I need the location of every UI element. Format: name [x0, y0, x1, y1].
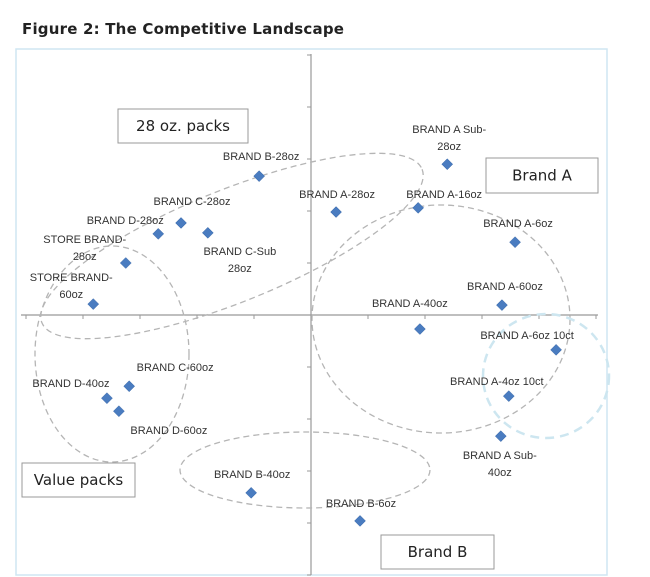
data-point-label: BRAND D-40oz — [32, 378, 109, 390]
data-point-marker — [550, 343, 562, 356]
data-point-label: BRAND A-28oz — [299, 189, 375, 201]
group-ellipse-10ct — [481, 312, 611, 440]
data-point-label: STORE BRAND- 28oz — [43, 234, 126, 263]
data-point-label-line: 28oz — [437, 141, 461, 153]
data-point-marker — [330, 206, 342, 218]
data-point-label: BRAND B-28oz — [223, 151, 299, 163]
data-point-label: BRAND A-4oz 10ct — [450, 376, 544, 388]
annotation-brand-a-box — [485, 157, 599, 194]
data-point-label-line: BRAND D-28oz — [87, 215, 164, 227]
data-point-label: STORE BRAND- 60oz — [30, 272, 113, 301]
data-point-marker — [502, 390, 515, 402]
annotation-28oz-packs-box — [117, 108, 249, 144]
data-point-label-line: BRAND A Sub- — [463, 450, 537, 462]
data-point-marker — [509, 236, 521, 249]
annotation-value-packs-label: Value packs — [34, 471, 124, 489]
data-point-label: BRAND A-16oz — [406, 189, 482, 201]
data-point-label-line: BRAND D-60oz — [130, 425, 207, 437]
data-point-label: BRAND C-Sub 28oz — [203, 246, 276, 275]
annotation-28oz-packs-label: 28 oz. packs — [136, 117, 230, 135]
data-point-marker — [496, 299, 508, 311]
group-ellipse-28oz-packs — [40, 152, 424, 340]
data-point-label: BRAND C-28oz — [154, 196, 231, 208]
data-point-marker — [494, 430, 507, 443]
data-point-label: BRAND A Sub- 40oz — [463, 450, 537, 479]
data-point-marker — [253, 170, 265, 183]
data-point-label-line: BRAND A Sub- — [412, 124, 486, 136]
data-point-label-line: BRAND A-28oz — [299, 189, 375, 201]
data-point-label-line: BRAND A-6oz — [483, 218, 553, 230]
data-point-label-line: 28oz — [73, 251, 97, 263]
data-point-label: BRAND B-40oz — [214, 469, 290, 481]
data-point-label-line: BRAND A-60oz — [467, 281, 543, 293]
data-point-label-line: BRAND A-16oz — [406, 189, 482, 201]
data-point-label-line: 40oz — [488, 467, 512, 479]
data-point-marker — [201, 226, 214, 239]
data-point-label: BRAND A-6oz 10ct — [480, 330, 574, 342]
data-point-label-line: BRAND A-40oz — [372, 298, 448, 310]
data-point-label-line: BRAND C-28oz — [154, 196, 231, 208]
annotation-brand-b-label: Brand B — [408, 543, 468, 561]
data-point-label: BRAND A Sub- 28oz — [412, 124, 486, 153]
data-point-label-line: BRAND A-6oz 10ct — [480, 330, 574, 342]
data-point-label-line: BRAND D-40oz — [32, 378, 109, 390]
data-point-marker — [245, 486, 258, 499]
data-point-label-line: BRAND C-Sub — [203, 246, 276, 258]
data-point-marker — [123, 380, 136, 393]
data-point-marker — [87, 298, 100, 310]
data-point-marker — [175, 217, 187, 229]
data-point-label: BRAND A-60oz — [467, 281, 543, 293]
data-point-marker — [152, 228, 165, 240]
data-point-label-line: BRAND B-6oz — [326, 498, 396, 510]
group-ellipse-brand-b — [179, 431, 431, 509]
data-point-label-line: BRAND A-4oz 10ct — [450, 376, 544, 388]
data-point-label: BRAND C-60oz — [137, 362, 214, 374]
data-point-marker — [412, 202, 425, 214]
data-point-label: BRAND A-40oz — [372, 298, 448, 310]
data-point-label-line: 28oz — [228, 263, 252, 275]
figure-title: Figure 2: The Competitive Landscape — [22, 20, 345, 38]
data-point-label-line: BRAND B-40oz — [214, 469, 290, 481]
data-point-marker — [113, 405, 125, 418]
data-point-marker — [119, 257, 132, 269]
data-point-label: BRAND A-6oz — [483, 218, 553, 230]
data-point-label: BRAND B-6oz — [326, 498, 396, 510]
data-point-marker — [414, 323, 426, 335]
annotation-value-packs-box — [21, 462, 136, 498]
data-point-label-line: BRAND B-28oz — [223, 151, 299, 163]
group-ellipse-value-packs — [34, 245, 190, 463]
data-point-marker — [354, 515, 366, 527]
data-point-label: BRAND D-28oz — [87, 215, 164, 227]
data-point-label-line: BRAND C-60oz — [137, 362, 214, 374]
data-point-marker — [441, 158, 454, 171]
data-point-label-line: STORE BRAND- — [43, 234, 126, 246]
annotation-brand-a-label: Brand A — [512, 167, 572, 185]
data-point-label-line: 60oz — [59, 289, 83, 301]
data-point-label-line: STORE BRAND- — [30, 272, 113, 284]
annotation-brand-b-box — [380, 534, 495, 570]
data-point-marker — [101, 392, 113, 405]
data-point-label: BRAND D-60oz — [130, 425, 207, 437]
